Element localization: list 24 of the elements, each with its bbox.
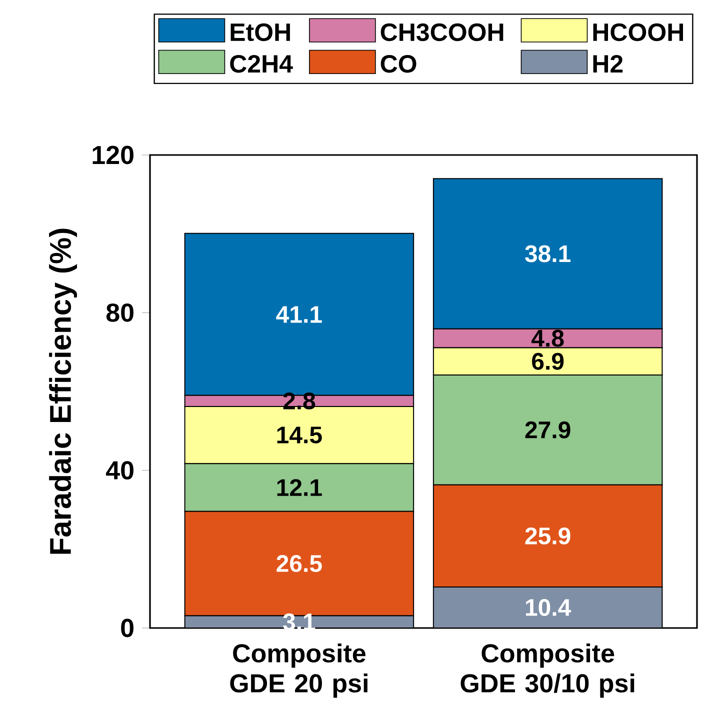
data-label: 27.9 <box>525 421 570 438</box>
legend-label: CO <box>380 55 416 73</box>
y-tick-label: 40 <box>106 461 134 480</box>
data-label: 38.1 <box>525 245 570 262</box>
x-tick-label: Composite GDE 30/10 psi <box>460 643 634 698</box>
data-label: 14.5 <box>277 426 322 444</box>
legend-label: EtOH <box>230 23 290 42</box>
data-label: 25.9 <box>525 527 570 544</box>
data-label: 26.5 <box>276 555 322 572</box>
data-label: 6.9 <box>532 352 564 370</box>
y-tick-label: 120 <box>92 146 134 164</box>
legend-label: CH3COOH <box>380 23 504 42</box>
bar <box>432 586 663 628</box>
legend-label: HCOOH <box>593 23 684 42</box>
data-label: 10.4 <box>526 599 572 616</box>
data-label: 4.8 <box>532 330 564 347</box>
data-label: 12.1 <box>277 479 322 496</box>
y-axis-title: Faradaic Efficiency (%) <box>49 228 78 554</box>
y-tick-label: 80 <box>106 303 134 322</box>
y-tick-label: 0 <box>121 618 134 638</box>
legend-label: H2 <box>593 55 623 72</box>
legend-label: C2H4 <box>230 55 293 73</box>
x-tick-label: Composite GDE 20 psi <box>230 643 368 698</box>
data-label: 41.1 <box>276 306 322 323</box>
